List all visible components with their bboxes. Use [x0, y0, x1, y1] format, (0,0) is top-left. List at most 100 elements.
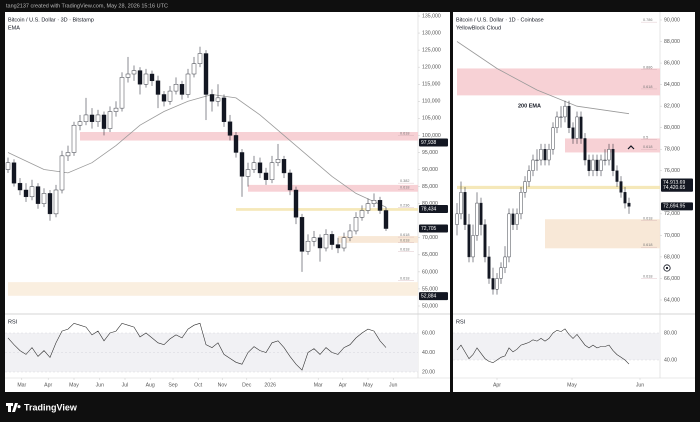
y-tick-label: 78,000: [664, 147, 680, 153]
brand-logo: TradingView: [6, 402, 78, 412]
fib-label: 0.236: [400, 204, 410, 208]
fib-label: 0.618: [643, 216, 653, 220]
candle-body: [523, 181, 527, 193]
fib-label: 0.382: [400, 179, 410, 183]
candle-body: [113, 107, 119, 112]
x-tick-label: May: [567, 382, 577, 388]
y-tick-label: 82,000: [664, 104, 680, 110]
y-tick-label: 55,000: [422, 286, 438, 292]
candle-body: [323, 234, 329, 249]
price-tag-label: 74,913.69: [663, 180, 685, 186]
fib-label: 0.886: [643, 66, 653, 70]
candle-body: [209, 94, 215, 102]
fib-label: 0.618: [643, 243, 653, 247]
candle-body: [287, 172, 293, 191]
candle-body: [275, 159, 281, 163]
candle-body: [173, 84, 179, 92]
candle-body: [455, 213, 459, 225]
zone: [248, 184, 418, 192]
candle-body: [507, 213, 511, 258]
candle-body: [215, 97, 221, 102]
price-tag: [419, 224, 448, 233]
y-tick-label: 130,000: [422, 30, 441, 36]
y-tick-label: 60,000: [422, 269, 438, 275]
y-tick-label: 135,000: [422, 13, 441, 19]
candle-body: [5, 162, 11, 170]
y-tick-label: 90,000: [664, 17, 680, 23]
candle-body: [89, 114, 95, 122]
candle-body: [543, 149, 547, 161]
arrow-icon: [627, 145, 635, 150]
candle-body: [471, 235, 475, 258]
rsi-band: [453, 333, 660, 360]
rsi-tick-label: 40.00: [422, 350, 435, 356]
price-tag-label: 52,884: [421, 293, 437, 299]
candle-body: [329, 234, 335, 245]
y-tick-label: 68,000: [664, 254, 680, 260]
y-tick-label: 72,000: [664, 211, 680, 217]
candle-body: [511, 213, 515, 225]
y-tick-label: 65,000: [422, 252, 438, 258]
candle-body: [535, 159, 539, 162]
candle-body: [559, 116, 563, 118]
candle-body: [615, 170, 619, 182]
fib-label: 0.618: [400, 247, 410, 251]
price-tag-label: 78,434: [421, 206, 437, 212]
ema-line: [7, 94, 387, 208]
candle-body: [107, 111, 113, 129]
candle-body: [269, 162, 275, 180]
candle-body: [547, 149, 551, 161]
zone: [545, 219, 660, 249]
candle-body: [579, 116, 583, 139]
candle-body: [185, 73, 191, 95]
candle-body: [245, 169, 251, 177]
x-tick-label: May: [363, 382, 373, 388]
y-tick-label: 66,000: [664, 276, 680, 282]
candle-body: [23, 189, 29, 198]
candle-body: [317, 237, 323, 249]
y-tick-label: 125,000: [422, 47, 441, 53]
rsi-tick-label: 80.00: [664, 330, 677, 336]
price-tag-label: 74,420.65: [663, 185, 685, 191]
candle-body: [591, 159, 595, 171]
candle-body: [95, 114, 101, 122]
candle-body: [293, 189, 299, 218]
candle-body: [539, 149, 543, 161]
x-tick-label: Apr: [339, 382, 347, 388]
candle-body: [305, 240, 311, 252]
fib-label: 0.618: [400, 239, 410, 243]
chart-title: Bitcoin / U.S. Dollar · 1D · Coinbase: [456, 17, 544, 23]
candle-body: [365, 203, 371, 211]
candle-body: [595, 159, 599, 171]
candle-body: [467, 224, 471, 258]
candle-body: [555, 116, 559, 128]
candle-body: [101, 114, 107, 129]
candle-body: [487, 256, 491, 279]
candle-body: [251, 162, 257, 170]
candle-body: [197, 53, 203, 64]
candle-body: [611, 149, 615, 171]
rsi-line: [7, 322, 387, 371]
price-tag: [661, 202, 693, 211]
candle-body: [161, 94, 167, 102]
candle-body: [17, 182, 23, 191]
x-tick-label: Apr: [44, 382, 52, 388]
x-tick-label: 2026: [264, 382, 276, 388]
x-tick-label: Mar: [17, 382, 26, 388]
fib-label: 0.618: [400, 233, 410, 237]
candle-body: [479, 202, 483, 225]
x-tick-label: Dec: [242, 382, 252, 388]
candle-body: [359, 210, 365, 218]
price-tag-label: 72,705: [421, 226, 437, 232]
fib-label: 0.618: [643, 85, 653, 89]
candle-body: [603, 159, 607, 162]
candle-body: [137, 70, 143, 85]
candle-body: [257, 162, 263, 174]
chart-subtitle: YellowBlock Cloud: [456, 25, 501, 31]
candle-body: [587, 159, 591, 171]
y-tick-label: 64,000: [664, 297, 680, 303]
candle-body: [299, 217, 305, 252]
y-tick-label: 80,000: [664, 125, 680, 131]
candle-body: [341, 237, 347, 249]
